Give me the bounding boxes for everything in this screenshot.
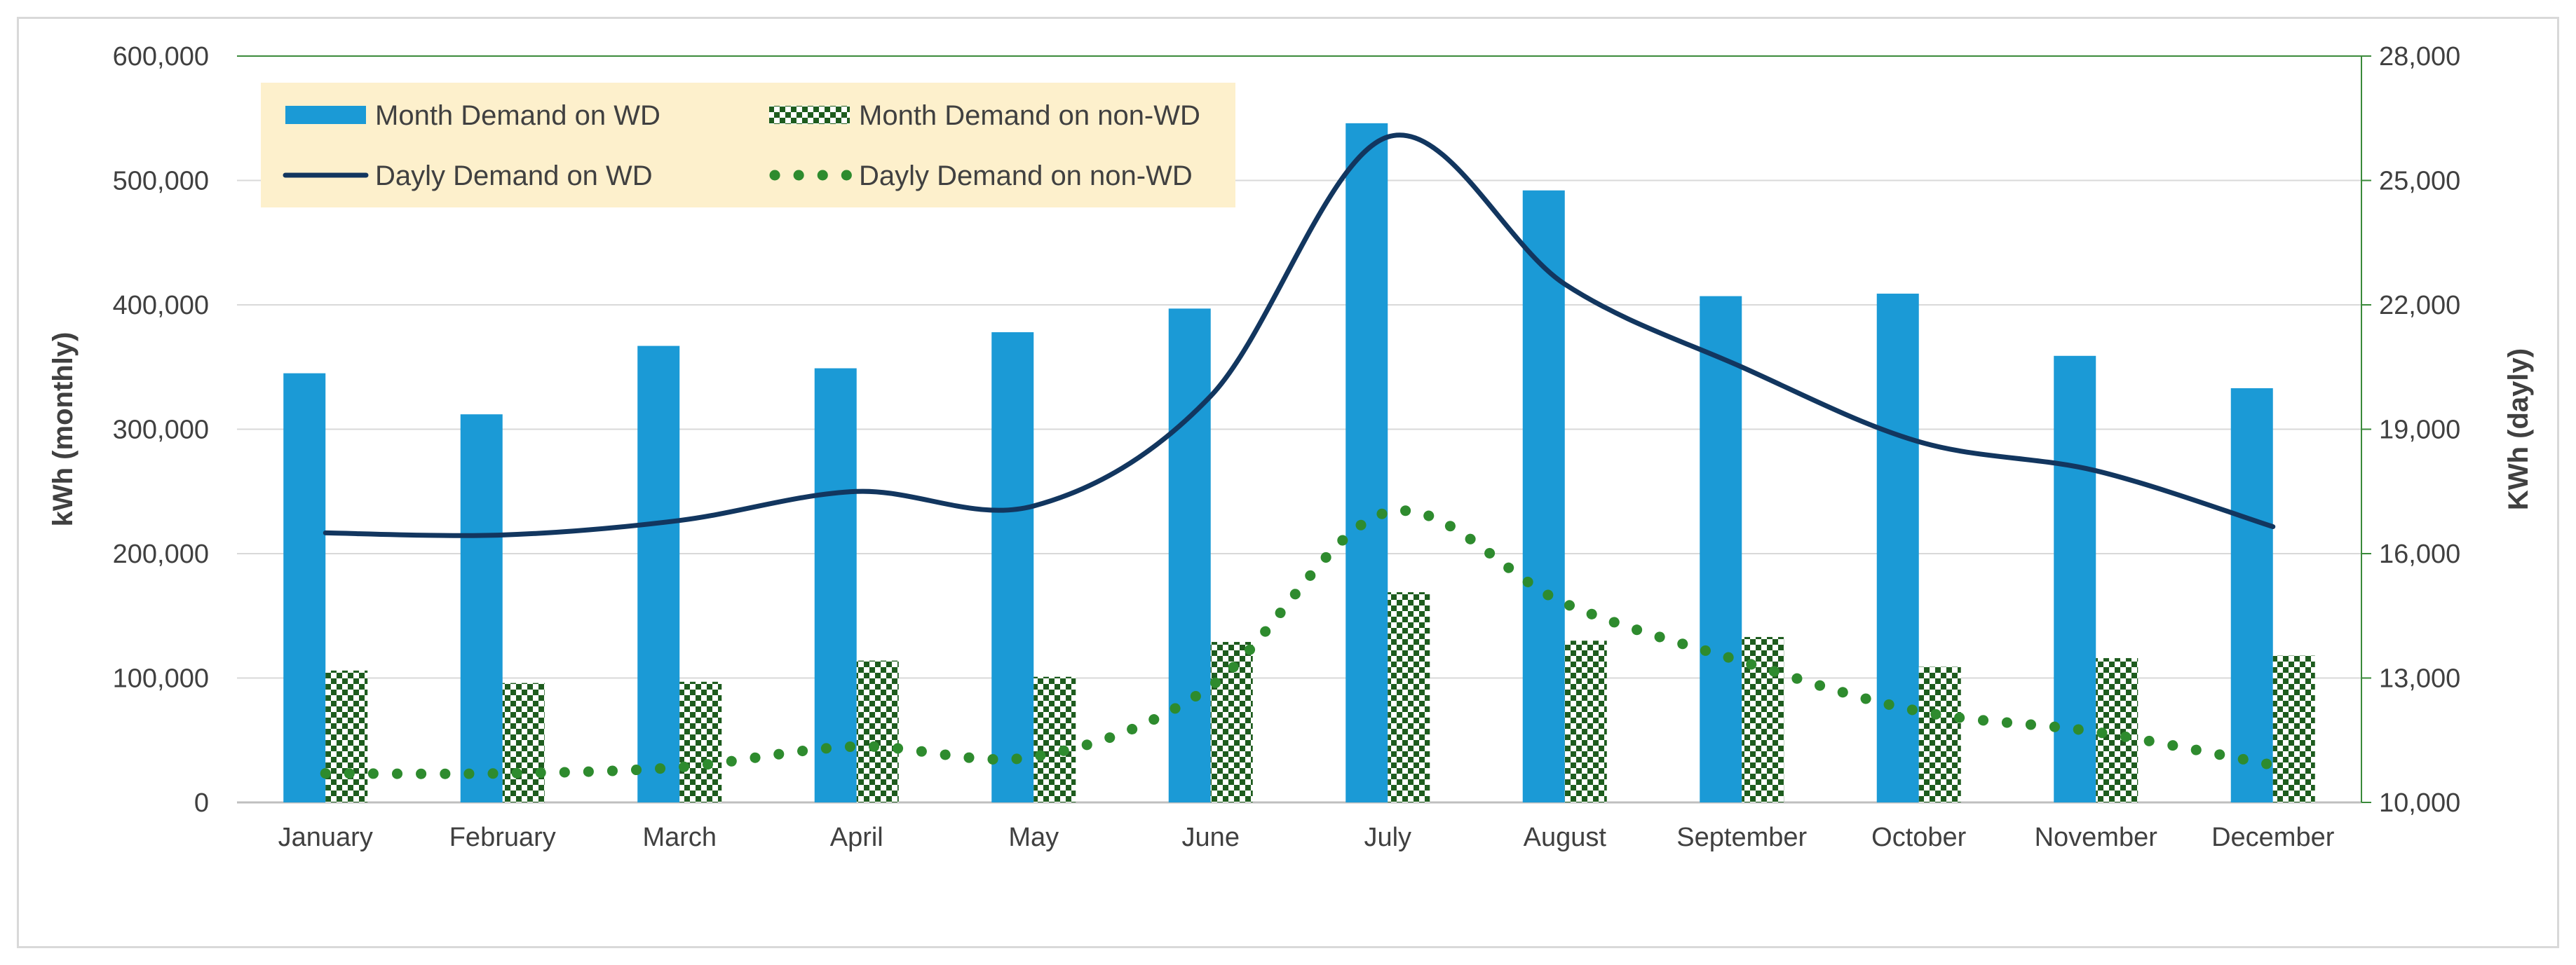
legend-label: Dayly Demand on non-WD (859, 160, 1193, 191)
bar-non-wd (2272, 655, 2315, 802)
bar-wd (283, 373, 326, 802)
bar-non-wd (1564, 641, 1607, 802)
legend-swatch (769, 106, 850, 124)
y-left-tick-label: 300,000 (113, 416, 209, 445)
y-right-tick-label: 19,000 (2379, 416, 2460, 445)
legend: Month Demand on WD Month Demand on non-WD… (261, 83, 1235, 207)
bar-non-wd (502, 683, 545, 802)
y-left-tick-label: 0 (194, 788, 209, 818)
y-right-tick-label: 28,000 (2379, 42, 2460, 71)
bar-wd (1168, 308, 1211, 802)
y-right-tick-label: 25,000 (2379, 167, 2460, 196)
bar-wd (637, 345, 680, 802)
x-tick-label: June (1182, 823, 1240, 852)
bar-wd (991, 332, 1034, 802)
x-tick-label: November (2035, 823, 2158, 852)
x-tick-label: October (1871, 823, 1967, 852)
bar-non-wd (1388, 592, 1430, 802)
bar-wd (2054, 355, 2096, 802)
y-left-axis-title: kWh (monthly) (48, 332, 79, 527)
legend-swatch (285, 106, 366, 124)
y-right-tick-label: 13,000 (2379, 664, 2460, 694)
x-tick-label: February (449, 823, 556, 852)
legend-label: Dayly Demand on WD (375, 160, 653, 191)
bar-non-wd (1033, 676, 1076, 802)
y-left-tick-label: 100,000 (113, 664, 209, 694)
bar-wd (460, 414, 503, 802)
bar-wd (1345, 123, 1388, 803)
y-right-tick-label: 22,000 (2379, 291, 2460, 320)
bar-non-wd (325, 670, 368, 802)
y-left-tick-label: 200,000 (113, 540, 209, 569)
x-tick-label: April (830, 823, 883, 852)
bar-wd (1522, 190, 1565, 802)
legend-box (261, 83, 1235, 207)
bar-non-wd (856, 660, 899, 802)
bars (283, 123, 2315, 803)
bar-wd (2230, 388, 2273, 802)
x-tick-label: January (278, 823, 373, 852)
bar-wd (1700, 296, 1742, 802)
bar-non-wd (1918, 666, 1961, 802)
axes: 0 100,000 200,000 300,000 400,000 500,000 600,… (48, 42, 2534, 852)
y-left-tick-label: 500,000 (113, 167, 209, 196)
x-tick-label: September (1676, 823, 1807, 852)
y-right-tick-label: 10,000 (2379, 788, 2460, 818)
line-daily-non-wd (320, 505, 2279, 779)
x-tick-label: December (2211, 823, 2335, 852)
legend-label: Month Demand on WD (375, 100, 660, 131)
x-tick-label: May (1008, 823, 1059, 852)
legend-label: Month Demand on non-WD (859, 100, 1200, 131)
y-left-tick-label: 600,000 (113, 42, 209, 71)
y-left-tick-label: 400,000 (113, 291, 209, 320)
y-right-axis-title: KWh (dayly) (2503, 348, 2534, 510)
y-right-tick-label: 16,000 (2379, 540, 2460, 569)
bar-wd (1876, 294, 1919, 802)
x-tick-label: March (642, 823, 717, 852)
x-tick-label: July (1364, 823, 1411, 852)
lines (320, 132, 2279, 779)
bar-non-wd (679, 681, 722, 802)
bar-wd (814, 368, 857, 802)
x-tick-label: August (1524, 823, 1607, 852)
